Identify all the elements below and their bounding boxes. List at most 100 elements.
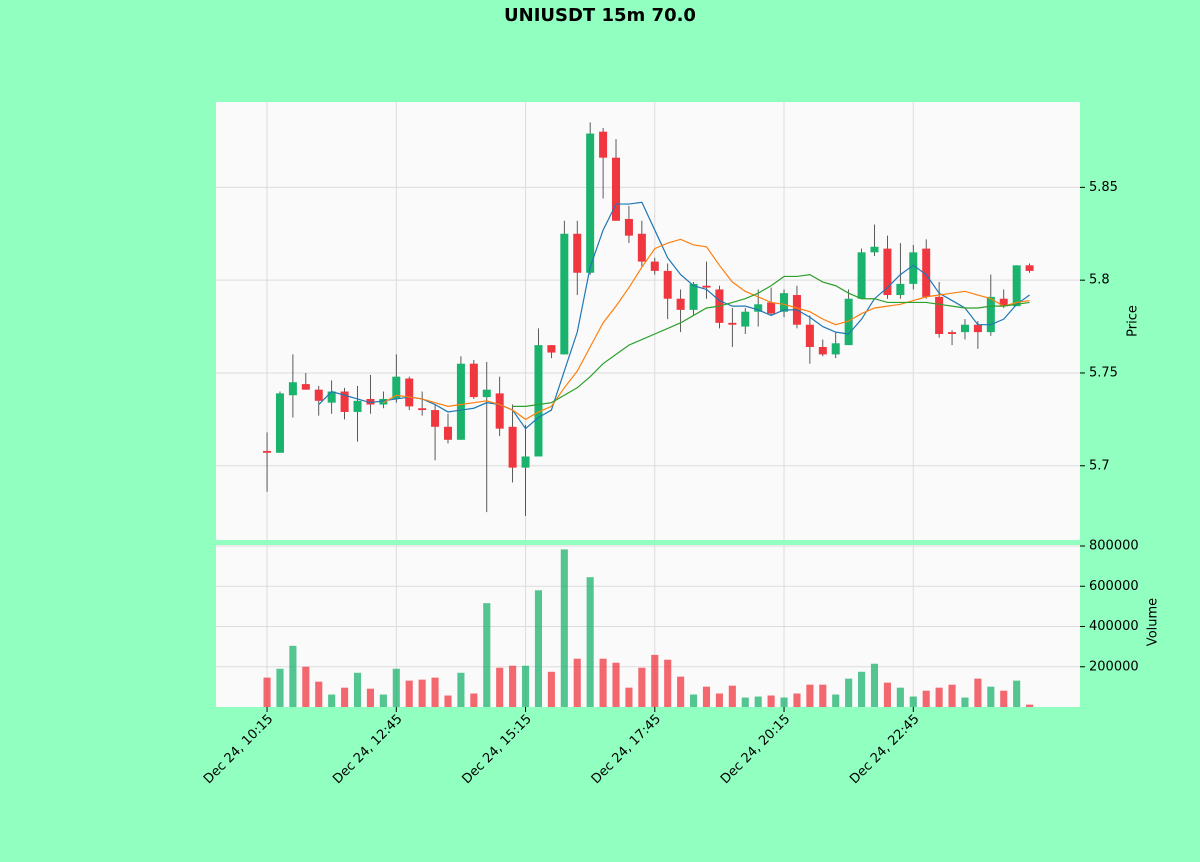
volume-bar [819,684,827,707]
candle-body [689,283,698,310]
volume-bar [431,677,439,707]
candle-body [663,270,672,299]
volume-bar [418,679,426,707]
moving-average-line [383,238,1030,421]
volume-bar [858,671,866,707]
volume-bar [379,694,387,707]
volume-bar [366,688,375,707]
volume-bar [521,665,530,707]
candle-body [1025,265,1034,271]
candle-body [366,398,375,405]
candle-body [586,133,595,273]
volume-bar [302,666,310,707]
candle-body [1012,265,1021,307]
x-tick-label: Dec 24, 20:15 [718,712,793,787]
y-tick-label: 5.75 [1089,365,1118,380]
volume-bar [638,667,646,707]
candle-body [560,233,569,355]
volume-bar [780,697,788,707]
volume-bar [935,687,943,707]
volume-bar [806,684,814,707]
x-tick-label: Dec 24, 22:45 [847,712,922,787]
candle-body [599,131,608,158]
candle-body [288,382,297,396]
y-tick-label: 5.8 [1089,273,1110,288]
candle-body [831,343,840,355]
candle-body [612,157,621,221]
candle-body [327,391,336,403]
volume-bar [715,693,723,707]
candle-body [314,389,323,401]
candle-body [973,324,982,333]
volume-bar [664,659,672,707]
volume-tick-label: 800000 [1089,539,1139,554]
volume-bar [263,677,271,707]
x-tick-label: Dec 24, 10:15 [201,712,276,787]
candle-body [805,324,814,347]
candle-body [870,246,879,253]
candle-body [741,311,750,327]
price-panel [216,102,1080,540]
volume-bar [832,694,840,707]
volume-bar [677,676,685,707]
volume-bar [341,687,349,707]
candle-body [948,332,957,334]
volume-bar [444,695,452,707]
x-tick-label: Dec 24, 12:45 [330,712,405,787]
volume-bar [509,665,517,707]
candle-body [960,324,969,333]
volume-bar [534,590,543,707]
candle-body [263,450,272,453]
volume-tick-label: 400000 [1089,619,1139,634]
candle-body [818,346,827,355]
candle-body [379,398,388,405]
candle-body [469,363,478,398]
candle-body [922,248,931,297]
candle-body [405,378,414,407]
volume-bar [315,681,323,707]
candle-body [780,293,789,312]
x-tick-label: Dec 24, 15:15 [459,712,534,787]
volume-bar [392,668,400,707]
volume-bar [728,685,736,707]
candle-body [508,426,517,468]
volume-bar [1000,690,1008,707]
candle-body [702,285,711,288]
candle-body [896,283,905,296]
volume-bar [586,577,594,707]
volume-bar [651,654,659,707]
candle-body [340,391,349,412]
volume-bar [496,667,504,707]
candle-body [521,456,530,468]
candle-body [935,296,944,334]
volume-axis-label: Volume [1146,598,1161,646]
volume-bar [625,687,633,707]
candle-body [650,261,659,271]
candle-body [754,304,763,312]
volume-bar [457,672,465,707]
candle-body [534,345,543,457]
volume-bar [754,696,762,707]
y-tick-label: 5.85 [1089,180,1118,195]
volume-bar [883,682,891,707]
volume-bar [922,690,930,707]
candle-body [495,393,504,429]
volume-bar [741,697,749,707]
candle-body [637,233,646,262]
volume-bar [767,695,775,707]
volume-bar [974,678,982,707]
candle-body [301,384,310,390]
candle-body [883,248,892,296]
volume-bar [599,658,607,707]
candle-body [547,345,556,353]
volume-bar [702,686,711,707]
volume-bar [612,662,620,707]
candle-body [857,252,866,299]
candle-body [573,233,582,273]
candle-body [999,298,1008,307]
volume-bar [470,693,478,707]
volume-bar [560,549,568,707]
volume-bar [870,663,879,707]
volume-bar [690,694,698,707]
volume-tick-label: 200000 [1089,659,1139,674]
